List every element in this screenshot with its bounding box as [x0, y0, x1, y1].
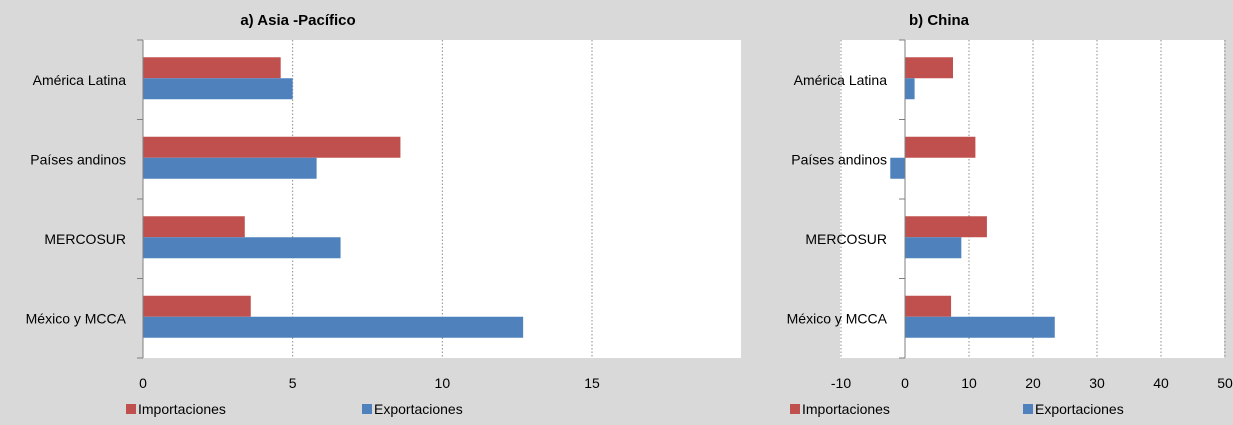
asia-x-tick-label: 5 — [289, 375, 297, 391]
asia-bar-importaciones — [143, 295, 251, 317]
china-plot-area — [840, 40, 1224, 358]
asia-legend-swatch-importaciones — [126, 404, 136, 414]
china-legend-label-exportaciones: Exportaciones — [1035, 401, 1124, 417]
china-legend-swatch-exportaciones — [1023, 404, 1033, 414]
asia-category-label: MERCOSUR — [44, 231, 126, 247]
china-legend-label-importaciones: Importaciones — [802, 401, 890, 417]
china-x-tick-label: -10 — [831, 375, 851, 391]
china-bar-exportaciones — [890, 157, 905, 179]
china-bar-importaciones — [905, 295, 952, 317]
china-x-tick-label: 20 — [1025, 375, 1041, 391]
china-bar-exportaciones — [905, 78, 915, 100]
asia-category-label: América Latina — [33, 72, 127, 88]
asia-chart-title: a) Asia -Pacífico — [240, 12, 355, 29]
china-x-tick-label: 40 — [1153, 375, 1169, 391]
china-bar-importaciones — [905, 216, 987, 238]
asia-bar-importaciones — [143, 57, 281, 79]
asia-category-label: Países andinos — [30, 151, 126, 167]
china-category-label: MERCOSUR — [805, 231, 887, 247]
asia-legend-swatch-exportaciones — [362, 404, 372, 414]
asia-bar-exportaciones — [143, 78, 293, 100]
china-chart-title: b) China — [909, 12, 970, 29]
asia-legend-label-importaciones: Importaciones — [138, 401, 226, 417]
china-x-tick-label: 10 — [961, 375, 977, 391]
asia-category-label: México y MCCA — [26, 310, 127, 326]
china-bar-importaciones — [905, 57, 953, 79]
china-bar-importaciones — [905, 136, 976, 158]
china-bar-exportaciones — [905, 316, 1055, 338]
asia-bar-exportaciones — [143, 237, 341, 259]
china-x-tick-label: 50 — [1217, 375, 1233, 391]
asia-bar-importaciones — [143, 216, 245, 238]
china-x-tick-label: 0 — [901, 375, 909, 391]
china-category-label: América Latina — [794, 72, 888, 88]
asia-bar-exportaciones — [143, 157, 317, 179]
asia-bar-importaciones — [143, 136, 401, 158]
asia-bar-exportaciones — [143, 316, 524, 338]
asia-x-tick-label: 0 — [139, 375, 147, 391]
china-category-label: Países andinos — [791, 151, 887, 167]
china-legend-swatch-importaciones — [790, 404, 800, 414]
china-category-label: México y MCCA — [787, 310, 888, 326]
china-x-tick-label: 30 — [1089, 375, 1105, 391]
china-bar-exportaciones — [905, 237, 962, 259]
asia-legend-label-exportaciones: Exportaciones — [374, 401, 463, 417]
asia-x-tick-label: 15 — [584, 375, 600, 391]
asia-x-tick-label: 10 — [435, 375, 451, 391]
